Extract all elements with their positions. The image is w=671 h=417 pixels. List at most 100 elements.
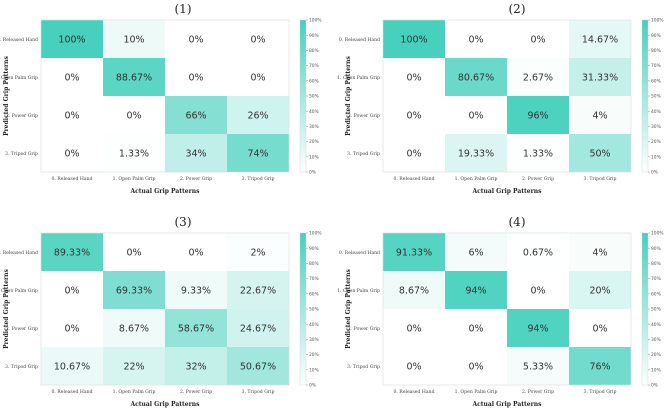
x-tick-label: 0. Released Hand: [393, 176, 434, 182]
colorbar-tick-label: 40%: [309, 109, 319, 115]
y-tick-label: 0. Released Hand: [0, 250, 38, 256]
colorbar-tick-label: 20%: [309, 139, 319, 145]
heatmap-cell: [445, 20, 507, 58]
heatmap-cell: [41, 271, 103, 309]
heatmap-cell: [227, 309, 289, 347]
cell-value-label: 10.67%: [54, 362, 90, 373]
heatmap-cell: [507, 96, 569, 134]
cell-value-label: 4%: [592, 111, 607, 122]
heatmap-cell: [445, 309, 507, 347]
cell-value-label: 91.33%: [396, 248, 432, 259]
cell-value-label: 0%: [592, 324, 607, 335]
grid-frame: [40, 19, 290, 173]
cell-value-label: 8.67%: [399, 286, 429, 297]
heatmap-cell: [507, 233, 569, 271]
x-tick-label: 1. Open Palm Grip: [113, 176, 156, 182]
y-tick-label: 3. Tripod Grip: [5, 151, 38, 157]
cell-value-label: 20%: [589, 286, 610, 297]
heatmap-cell: [103, 347, 165, 385]
heatmap-cell: [227, 271, 289, 309]
x-axis-label: Actual Grip Patterns: [471, 401, 542, 408]
heatmap-cell: [569, 347, 631, 385]
heatmap-cell: [569, 96, 631, 134]
colorbar-tick-label: 10%: [651, 154, 661, 160]
heatmap-cell: [227, 347, 289, 385]
colorbar: [641, 232, 649, 386]
heatmap-cell: [445, 134, 507, 172]
heatmap-cell: [227, 20, 289, 58]
cell-value-label: 0%: [530, 286, 545, 297]
x-tick-label: 2. Power Grip: [522, 176, 554, 182]
cell-value-label: 4%: [592, 248, 607, 259]
cell-value-label: 80.67%: [458, 73, 494, 84]
colorbar: [299, 232, 307, 386]
cell-value-label: 14.67%: [582, 35, 618, 46]
colorbar-tick-label: 0%: [309, 170, 316, 176]
heatmap-panel-1: (1) 100% 10% 0% 0% 0% 88.67% 0% 0% 0% 0% 66% 26% 0% 1.…: [0, 2, 322, 195]
heatmap-cell: [227, 96, 289, 134]
colorbar-tick-label: 0%: [651, 170, 658, 176]
colorbar-tick-label: 10%: [309, 367, 319, 373]
grid-frame: [382, 19, 632, 173]
colorbar-tick-label: 40%: [309, 322, 319, 328]
chart-title: (1): [175, 2, 192, 16]
grid-frame: [40, 232, 290, 386]
cell-value-label: 58.67%: [178, 324, 214, 335]
colorbar-tick-label: 30%: [309, 124, 319, 130]
cell-value-label: 22.67%: [240, 286, 276, 297]
x-axis-label: Actual Grip Patterns: [471, 188, 542, 195]
cell-value-label: 0%: [406, 111, 421, 122]
cell-value-label: 0%: [468, 324, 483, 335]
colorbar-tick-label: 90%: [651, 33, 661, 39]
x-axis-label: Actual Grip Patterns: [129, 188, 200, 195]
heatmap-cell: [383, 233, 445, 271]
cell-value-label: 6%: [468, 248, 483, 259]
chart-title: (4): [509, 215, 526, 229]
heatmap-cell: [445, 271, 507, 309]
heatmap-cell: [227, 58, 289, 96]
cell-value-label: 0%: [64, 111, 79, 122]
colorbar-tick-label: 90%: [309, 246, 319, 252]
cell-value-label: 50%: [589, 149, 610, 160]
heatmap-cell: [165, 96, 227, 134]
heatmap-cell: [103, 309, 165, 347]
colorbar-tick-label: 60%: [651, 291, 661, 297]
cell-value-label: 31.33%: [582, 73, 618, 84]
cell-value-label: 76%: [589, 362, 610, 373]
y-tick-label: 2. Power Grip: [6, 326, 38, 332]
cell-value-label: 0%: [64, 286, 79, 297]
cell-value-label: 0%: [406, 324, 421, 335]
heatmap-cell: [445, 233, 507, 271]
heatmap-cell: [507, 271, 569, 309]
heatmap-cell: [41, 134, 103, 172]
heatmap-cell: [41, 96, 103, 134]
y-tick-label: 1. Open Palm Grip: [337, 75, 380, 81]
colorbar-tick-label: 20%: [651, 352, 661, 358]
y-axis-label: Predicted Grip Patterns: [3, 268, 10, 348]
y-tick-label: 0. Released Hand: [0, 37, 38, 43]
heatmap-cell: [41, 347, 103, 385]
colorbar-tick-label: 20%: [309, 352, 319, 358]
y-tick-label: 3. Tripod Grip: [5, 364, 38, 370]
cell-value-label: 89.33%: [54, 248, 90, 259]
colorbar-tick-label: 60%: [651, 78, 661, 84]
heatmap-cell: [507, 20, 569, 58]
x-tick-label: 2. Power Grip: [180, 389, 212, 395]
grid-frame: [382, 232, 632, 386]
heatmap-cell: [507, 309, 569, 347]
x-tick-label: 2. Power Grip: [180, 176, 212, 182]
colorbar-tick-label: 30%: [651, 124, 661, 130]
colorbar-tick-label: 0%: [309, 383, 316, 389]
x-tick-label: 2. Power Grip: [522, 389, 554, 395]
cell-value-label: 0%: [406, 149, 421, 160]
cell-value-label: 22%: [123, 362, 144, 373]
heatmap-cell: [41, 309, 103, 347]
cell-value-label: 0%: [188, 35, 203, 46]
heatmap-cell: [383, 271, 445, 309]
chart-title: (2): [509, 2, 526, 16]
heatmap-cell: [383, 134, 445, 172]
cell-value-label: 0%: [188, 73, 203, 84]
colorbar-tick-label: 80%: [651, 48, 661, 54]
heatmap-cell: [569, 233, 631, 271]
heatmap-cell: [569, 134, 631, 172]
